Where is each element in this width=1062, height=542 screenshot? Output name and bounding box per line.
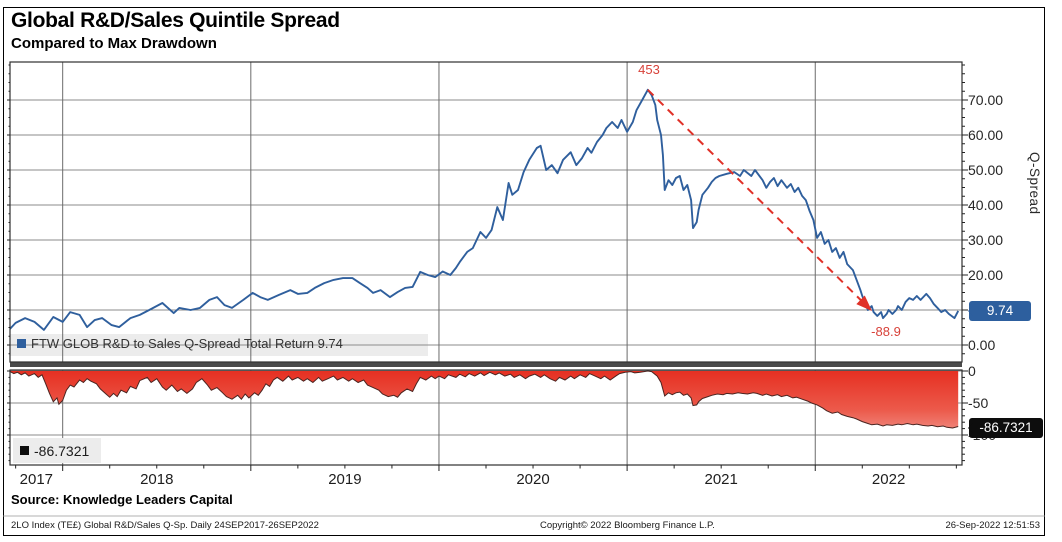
y-tick-label-bottom: 0 <box>968 363 976 379</box>
y-tick-label-bottom: -50 <box>968 395 989 411</box>
page-title: Global R&D/Sales Quintile Spread <box>11 9 340 32</box>
legend-top-series[interactable]: FTW GLOB R&D to Sales Q-Spread Total Ret… <box>17 336 343 351</box>
footer-copyright: Copyright© 2022 Bloomberg Finance L.P. <box>540 520 715 531</box>
last-value-badge-drawdown: -86.7321 <box>968 418 1043 438</box>
y-axis-title: Q-Spread <box>1027 152 1042 215</box>
y-tick-label-top: 40.00 <box>968 197 1004 213</box>
legend-marker-black <box>20 446 29 455</box>
last-value-badge-qspread: 9.74 <box>968 301 1031 321</box>
legend-bottom-series[interactable]: -86.7321 <box>13 438 101 463</box>
legend-marker-blue <box>17 339 26 348</box>
x-tick-label-year: 2021 <box>704 471 738 488</box>
footer-timestamp: 26-Sep-2022 12:51:53 <box>945 520 1040 531</box>
legend-bottom-label: -86.7321 <box>34 442 90 459</box>
y-tick-label-top: 30.00 <box>968 232 1004 248</box>
x-tick-label-year: 2022 <box>871 471 906 488</box>
footer-ticker-info: 2LO Index (TE£) Global R&D/Sales Q-Sp. D… <box>11 520 319 531</box>
source-line: Source: Knowledge Leaders Capital <box>11 492 233 507</box>
annotation-trough-value: -88.9 <box>871 324 901 339</box>
y-tick-label-top: 50.00 <box>968 162 1004 178</box>
chart-outer-border <box>3 7 1045 536</box>
y-tick-label-top: 20.00 <box>968 267 1004 283</box>
page-subtitle: Compared to Max Drawdown <box>11 35 217 52</box>
x-tick-label-year: 2018 <box>140 471 174 488</box>
annotation-peak-value: 453 <box>638 62 660 77</box>
x-tick-label-year: 2019 <box>328 471 362 488</box>
y-tick-label-top: 60.00 <box>968 127 1004 143</box>
y-tick-label-top: 0.00 <box>968 337 996 353</box>
y-tick-label-top: 70.00 <box>968 92 1004 108</box>
x-tick-label-year: 2020 <box>516 471 550 488</box>
x-tick-label-year: 2017 <box>19 471 54 488</box>
legend-top-label: FTW GLOB R&D to Sales Q-Spread Total Ret… <box>31 336 343 351</box>
